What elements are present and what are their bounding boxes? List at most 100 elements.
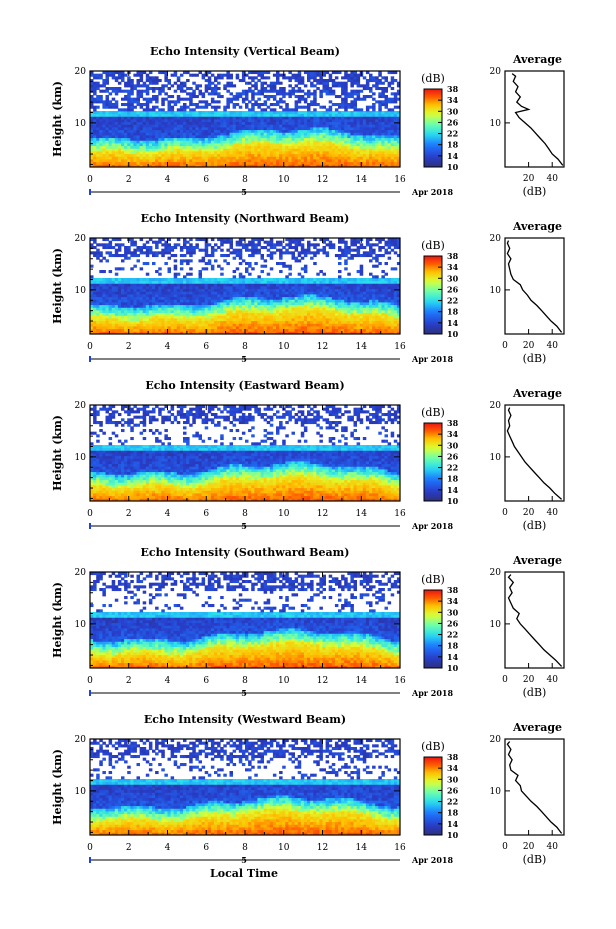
day-marker: 5 xyxy=(241,354,247,364)
x-tick-label: 12 xyxy=(317,175,328,185)
x-tick-label: 14 xyxy=(356,843,368,853)
average-frame xyxy=(504,237,565,335)
x-tick-label: 12 xyxy=(317,509,328,519)
y-tick-label: 10 xyxy=(75,787,87,797)
y-axis-label: Height (km) xyxy=(51,248,64,324)
y-tick-label: 20 xyxy=(75,568,87,578)
colorbar-tick-label: 18 xyxy=(447,641,459,651)
colorbar-tick-label: 34 xyxy=(447,429,459,439)
colorbar-tick-label: 10 xyxy=(447,162,459,172)
colorbar-tick-label: 10 xyxy=(447,496,459,506)
x-tick-label: 0 xyxy=(87,676,93,686)
colorbar-unit: (dB) xyxy=(421,573,445,586)
x-tick-label: 10 xyxy=(278,175,290,185)
average-y-tick-label: 10 xyxy=(490,453,502,463)
colorbar-tick-label: 38 xyxy=(447,752,459,762)
month-label: Apr 2018 xyxy=(411,688,454,698)
average-y-tick-label: 20 xyxy=(490,67,502,77)
average-y-tick-label: 20 xyxy=(490,568,502,578)
colorbar-tick-label: 34 xyxy=(447,262,459,272)
colorbar-tick-label: 10 xyxy=(447,329,459,339)
average-x-tick-label: 40 xyxy=(546,174,558,184)
average-y-tick-label: 10 xyxy=(490,286,502,296)
x-axis-label: Local Time xyxy=(210,867,278,880)
colorbar-unit: (dB) xyxy=(421,740,445,753)
y-tick-label: 20 xyxy=(75,401,87,411)
colorbar-tick-label: 30 xyxy=(447,273,459,283)
colorbar-tick-label: 30 xyxy=(447,106,459,116)
average-x-tick-label: 0 xyxy=(502,508,508,518)
x-tick-label: 4 xyxy=(165,342,171,352)
panel-title: Echo Intensity (Vertical Beam) xyxy=(150,45,340,58)
average-frame xyxy=(504,738,565,836)
average-x-tick-label: 20 xyxy=(523,842,535,852)
y-tick-label: 10 xyxy=(75,453,87,463)
colorbar-tick-label: 26 xyxy=(447,785,459,795)
average-y-tick-label: 10 xyxy=(490,787,502,797)
y-tick-label: 10 xyxy=(75,286,87,296)
x-tick-label: 2 xyxy=(126,843,132,853)
heatmap-field xyxy=(90,71,401,168)
average-x-label: (dB) xyxy=(523,352,547,365)
colorbar-tick-label: 14 xyxy=(447,652,459,662)
x-tick-label: 16 xyxy=(394,843,406,853)
colorbar-tick-label: 14 xyxy=(447,318,459,328)
x-tick-label: 12 xyxy=(317,676,328,686)
heatmap-field xyxy=(90,405,401,502)
colorbar-tick-label: 18 xyxy=(447,474,459,484)
colorbar-tick-label: 18 xyxy=(447,307,459,317)
panel-title: Echo Intensity (Westward Beam) xyxy=(144,713,346,726)
x-tick-label: 4 xyxy=(165,676,171,686)
colorbar-tick-label: 34 xyxy=(447,95,459,105)
x-tick-label: 12 xyxy=(317,843,328,853)
colorbar-tick-label: 38 xyxy=(447,251,459,261)
average-title: Average xyxy=(512,554,562,567)
average-x-tick-label: 0 xyxy=(502,675,508,685)
average-x-tick-label: 0 xyxy=(502,341,508,351)
x-tick-label: 12 xyxy=(317,342,328,352)
average-y-tick-label: 20 xyxy=(490,401,502,411)
colorbar-tick-label: 22 xyxy=(447,296,458,306)
x-tick-label: 6 xyxy=(203,676,209,686)
average-x-tick-label: 40 xyxy=(546,675,558,685)
average-y-tick-label: 20 xyxy=(490,735,502,745)
colorbar-tick-label: 14 xyxy=(447,151,459,161)
heatmap-field xyxy=(90,572,401,669)
x-tick-label: 6 xyxy=(203,342,209,352)
panel-4: Echo Intensity (Southward Beam) 0 2 4 6 8 10 12… xyxy=(51,546,565,699)
panel-2: Echo Intensity (Northward Beam) 0 2 4 6 8 10 12… xyxy=(51,212,565,365)
month-label: Apr 2018 xyxy=(411,187,454,197)
colorbar-tick-label: 38 xyxy=(447,418,459,428)
colorbar-unit: (dB) xyxy=(421,406,445,419)
x-tick-label: 8 xyxy=(242,676,248,686)
heatmap-field xyxy=(90,238,401,335)
average-x-tick-label: 0 xyxy=(502,842,508,852)
month-label: Apr 2018 xyxy=(411,354,454,364)
x-tick-label: 2 xyxy=(126,509,132,519)
average-profile-line xyxy=(506,240,563,333)
x-tick-label: 16 xyxy=(394,676,406,686)
x-tick-label: 0 xyxy=(87,342,93,352)
colorbar-tick-label: 26 xyxy=(447,117,459,127)
x-tick-label: 0 xyxy=(87,509,93,519)
average-frame xyxy=(504,571,565,669)
colorbar xyxy=(423,422,443,502)
average-x-tick-label: 20 xyxy=(523,174,535,184)
average-frame xyxy=(504,404,565,502)
colorbar-tick-label: 26 xyxy=(447,618,459,628)
colorbar-tick-label: 38 xyxy=(447,84,459,94)
x-tick-label: 10 xyxy=(278,676,290,686)
x-tick-label: 10 xyxy=(278,843,290,853)
day-marker: 5 xyxy=(241,187,247,197)
average-x-tick-label: 20 xyxy=(523,508,535,518)
x-tick-label: 14 xyxy=(356,676,368,686)
y-tick-label: 10 xyxy=(75,119,87,129)
x-tick-label: 10 xyxy=(278,509,290,519)
colorbar-tick-label: 26 xyxy=(447,451,459,461)
x-tick-label: 0 xyxy=(87,843,93,853)
x-tick-label: 4 xyxy=(165,175,171,185)
average-title: Average xyxy=(512,721,562,734)
x-tick-label: 14 xyxy=(356,509,368,519)
average-x-label: (dB) xyxy=(523,185,547,198)
